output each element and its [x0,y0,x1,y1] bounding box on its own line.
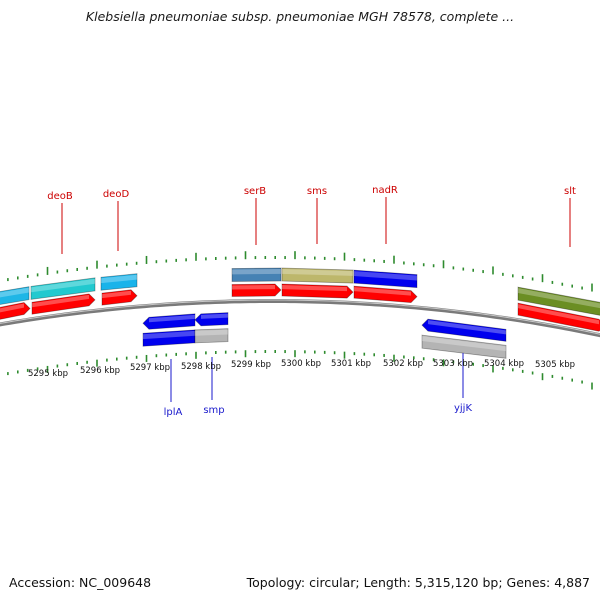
forward-cds-6 [517,302,600,332]
reverse-cds-2-shine [428,320,506,335]
gene-label-smp: smp [203,405,224,416]
accession-text: Accession: NC_009648 [9,575,152,590]
kbp-label: 5295 kbp [28,369,68,379]
forward-gene-deoB [30,277,96,300]
reverse-gene-yjjK-shine [422,336,506,352]
gene-labels: deoB deoD serB sms nadR slt lplA smp yjjK [47,185,576,418]
forward-gene-nadR [353,269,418,289]
reverse-gene-smp-shine [195,329,228,336]
map-title: Klebsiella pneumoniae subsp. pneumoniae … [85,9,515,24]
forward-cds-3 [231,283,282,297]
reverse-gene-track [142,328,507,359]
forward-gene-sms-shine [282,269,353,276]
reverse-gene-yjjK [421,334,507,359]
kbp-label: 5303 kbp [433,359,473,369]
kbp-label: 5305 kbp [535,360,575,370]
kbp-label: 5298 kbp [181,362,221,372]
forward-cds-4-shine [282,285,347,292]
forward-cds-1 [31,293,96,315]
forward-cds-2-shine [102,290,131,299]
gene-label-deoD: deoD [103,189,130,200]
gene-label-slt: slt [564,186,576,197]
forward-gene-deoB-shine [31,278,95,293]
kbp-label: 5296 kbp [80,366,120,376]
forward-cds-5 [353,285,418,304]
reverse-cds-2 [421,318,507,342]
forward-gene-serB [231,267,282,282]
gene-label-lplA: lplA [164,407,183,418]
kbp-label: 5301 kbp [331,359,371,369]
kbp-scale-labels: 5295 kbp 5296 kbp 5297 kbp 5298 kbp 5299 kbp… [28,359,575,379]
forward-gene-slt-shine [518,288,600,309]
reverse-gene-lplA-shine [143,330,195,340]
forward-cds-track [0,283,600,332]
forward-gene-sms [281,267,354,284]
reverse-cds-0-shine [149,314,195,323]
reverse-cds-1-shine [201,313,228,319]
kbp-label: 5302 kbp [383,359,423,369]
genome-backbone [0,299,600,338]
forward-cds-0-shine [0,303,24,313]
backbone-line [0,299,600,338]
gene-label-sms: sms [307,186,327,197]
forward-cds-0 [0,302,31,320]
forward-gene-slt [517,286,600,316]
reverse-cds-0 [142,313,196,330]
forward-gene-deoD [100,273,138,291]
forward-cds-5-shine [354,287,411,296]
forward-gene-nadR-shine [354,271,417,281]
reverse-gene-lplA [142,329,196,347]
forward-cds-4 [281,283,354,299]
forward-gene-unnamed [0,286,30,305]
forward-gene-track [0,267,600,316]
forward-cds-6-shine [518,304,599,325]
kbp-label: 5304 kbp [484,359,524,369]
forward-cds-3-shine [232,285,275,290]
reverse-cds-1 [194,312,229,327]
kbp-label: 5297 kbp [130,363,170,373]
reverse-gene-smp [194,328,229,344]
kbp-label: 5299 kbp [231,360,271,370]
genome-summary-text: Topology: circular; Length: 5,315,120 bp… [246,575,590,590]
gene-label-nadR: nadR [372,185,398,196]
gene-label-serB: serB [244,186,266,197]
backbone-highlight [0,299,600,335]
forward-cds-2 [101,289,138,306]
forward-gene-serB-shine [232,269,281,275]
forward-gene-unnamed-shine [0,287,29,298]
gene-label-deoB: deoB [47,191,73,202]
tick-marks [7,251,593,390]
kbp-label: 5300 kbp [281,359,321,369]
forward-gene-deoD-shine [101,274,137,284]
forward-cds-1-shine [32,294,89,308]
reverse-cds-track [142,312,507,342]
gene-label-yjjK: yjjK [454,403,472,414]
